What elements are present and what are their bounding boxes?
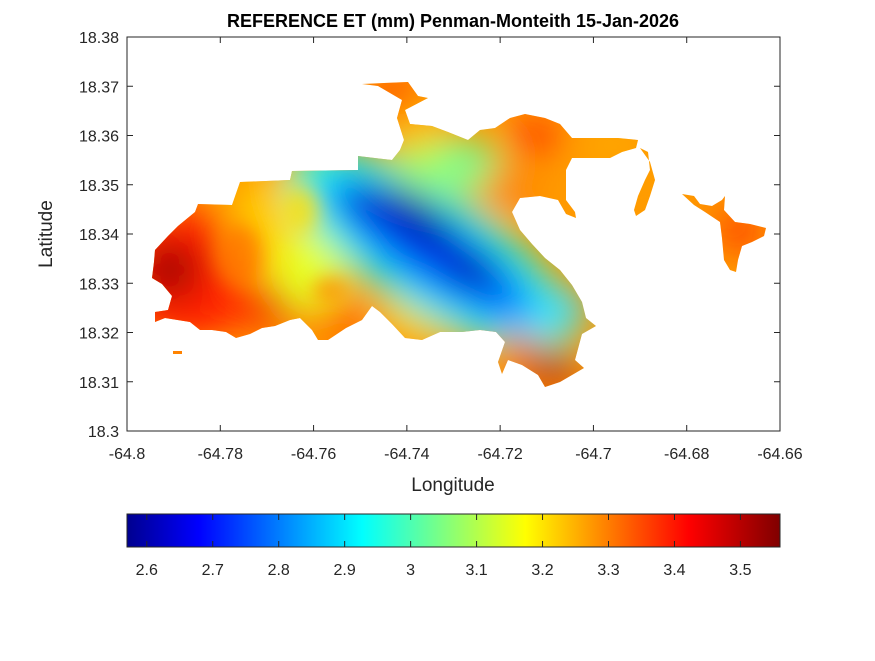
x-tick-label: -64.74 [384,446,429,463]
y-axis-label: Latitude [36,200,57,268]
y-tick-marks: 18.3 18.31 18.32 18.33 18.34 18.35 18.36 18.37 1… [79,30,780,441]
colorbar-tick-label: 3.3 [597,562,619,579]
x-tick-label: -64.8 [109,446,146,463]
colorbar-tick-label: 2.6 [136,562,158,579]
x-tick-label: -64.68 [664,446,709,463]
y-tick-label: 18.35 [79,178,119,195]
colorbar-ticks: 2.6 2.7 2.8 2.9 3 3.1 3.2 3.3 3.4 3.5 [136,514,752,579]
colorbar-tick-label: 3.1 [465,562,487,579]
colorbar-tick-label: 3.4 [663,562,685,579]
x-tick-label: -64.66 [757,446,802,463]
colorbar [126,513,781,548]
y-tick-label: 18.37 [79,79,119,96]
colorbar-tick-label: 3 [406,562,415,579]
colorbar-tick-label: 3.5 [729,562,751,579]
y-tick-label: 18.36 [79,129,119,146]
colorbar-tick-label: 2.8 [268,562,290,579]
chart-title: REFERENCE ET (mm) Penman-Monteith 15-Jan… [227,11,679,31]
x-tick-label: -64.78 [198,446,243,463]
y-tick-label: 18.33 [79,276,119,293]
colorbar-tick-label: 2.7 [202,562,224,579]
y-tick-label: 18.32 [79,326,119,343]
x-tick-label: -64.76 [291,446,336,463]
y-tick-label: 18.3 [88,424,119,441]
x-tick-marks: -64.8 -64.78 -64.76 -64.74 -64.72 -64.7 -64.68… [109,37,803,463]
colorbar-tick-label: 2.9 [334,562,356,579]
x-axis-label: Longitude [411,475,494,496]
colorbar-tick-label: 3.2 [531,562,553,579]
y-tick-label: 18.38 [79,30,119,47]
x-tick-label: -64.7 [575,446,612,463]
x-tick-label: -64.72 [477,446,522,463]
y-tick-label: 18.34 [79,227,119,244]
y-tick-label: 18.31 [79,375,119,392]
